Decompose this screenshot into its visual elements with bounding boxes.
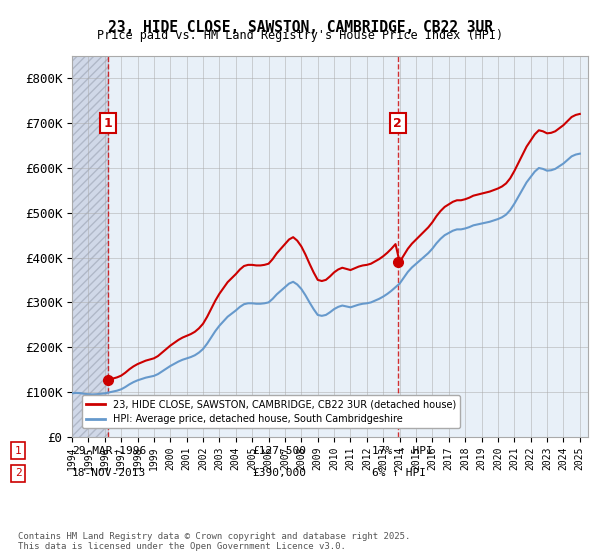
Text: 17% ↑ HPI: 17% ↑ HPI: [372, 446, 433, 456]
Text: 29-MAR-1996: 29-MAR-1996: [72, 446, 146, 456]
Text: 18-NOV-2013: 18-NOV-2013: [72, 468, 146, 478]
Text: 1: 1: [104, 116, 113, 130]
Text: Price paid vs. HM Land Registry's House Price Index (HPI): Price paid vs. HM Land Registry's House …: [97, 29, 503, 42]
Text: 6% ↑ HPI: 6% ↑ HPI: [372, 468, 426, 478]
Text: £127,500: £127,500: [252, 446, 306, 456]
Text: 2: 2: [14, 468, 22, 478]
Text: 23, HIDE CLOSE, SAWSTON, CAMBRIDGE, CB22 3UR: 23, HIDE CLOSE, SAWSTON, CAMBRIDGE, CB22…: [107, 20, 493, 35]
Text: 2: 2: [393, 116, 402, 130]
Text: Contains HM Land Registry data © Crown copyright and database right 2025.
This d: Contains HM Land Registry data © Crown c…: [18, 532, 410, 552]
Text: 1: 1: [14, 446, 22, 456]
Legend: 23, HIDE CLOSE, SAWSTON, CAMBRIDGE, CB22 3UR (detached house), HPI: Average pric: 23, HIDE CLOSE, SAWSTON, CAMBRIDGE, CB22…: [82, 395, 460, 428]
Bar: [72, 56, 109, 437]
Text: £390,000: £390,000: [252, 468, 306, 478]
